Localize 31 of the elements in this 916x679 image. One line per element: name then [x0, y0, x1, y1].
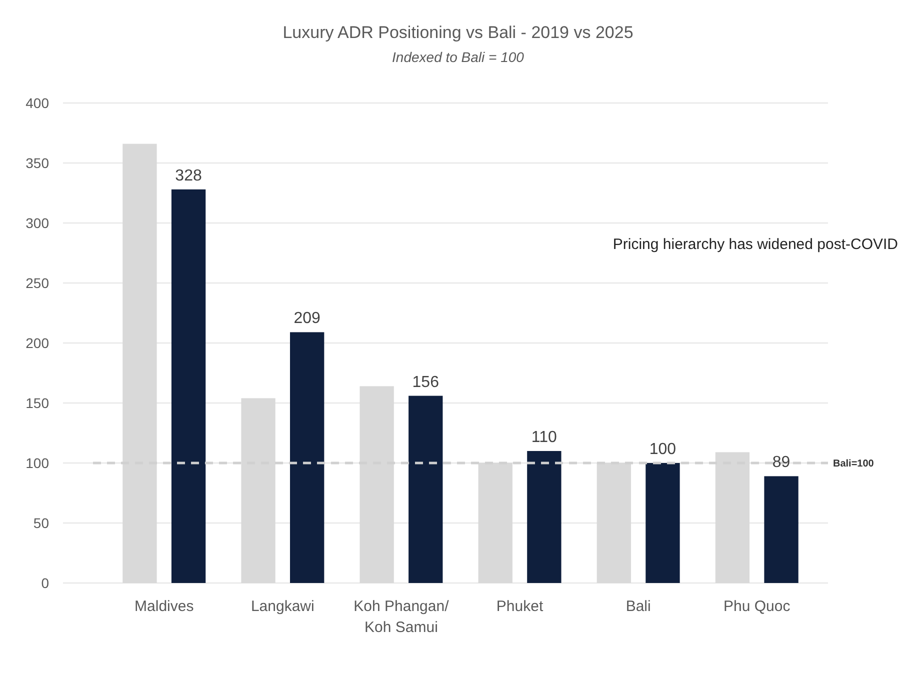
y-tick-label: 300	[26, 214, 50, 231]
x-tick-label: Koh Phangan/Koh Samui	[354, 598, 450, 636]
chart-title: Luxury ADR Positioning vs Bali - 2019 vs 2025	[282, 23, 634, 42]
bar	[408, 396, 443, 583]
x-tick-label: Phuket	[496, 598, 544, 615]
y-tick-label: 400	[26, 94, 50, 111]
data-label: 100	[649, 441, 676, 458]
x-tick-label: Maldives	[134, 598, 194, 615]
y-tick-label: 350	[26, 154, 50, 171]
y-tick-label: 200	[26, 334, 50, 351]
x-tick-label: Langkawi	[250, 598, 314, 615]
bar	[527, 451, 562, 583]
bar	[171, 189, 206, 583]
y-tick-label: 100	[26, 454, 50, 471]
annotation: Pricing hierarchy has widened post-COVID	[612, 236, 898, 253]
x-tick-label: Phu Quoc	[724, 598, 791, 615]
data-label: 328	[175, 167, 202, 184]
data-label: 89	[772, 454, 790, 472]
chart-subtitle: Indexed to Bali = 100	[392, 49, 524, 65]
y-tick-label: 50	[33, 514, 50, 531]
y-tick-label: 0	[41, 574, 50, 591]
data-label: 209	[294, 310, 321, 328]
data-label: 156	[412, 374, 440, 391]
y-tick-label: 150	[26, 394, 50, 411]
bar	[646, 463, 680, 583]
bar	[764, 476, 798, 583]
y-tick-label: 250	[26, 274, 50, 291]
data-label: 110	[531, 429, 558, 446]
bar	[290, 332, 324, 583]
x-tick-label: Bali	[626, 598, 651, 615]
ref-line-label: Bali=100	[833, 458, 874, 470]
